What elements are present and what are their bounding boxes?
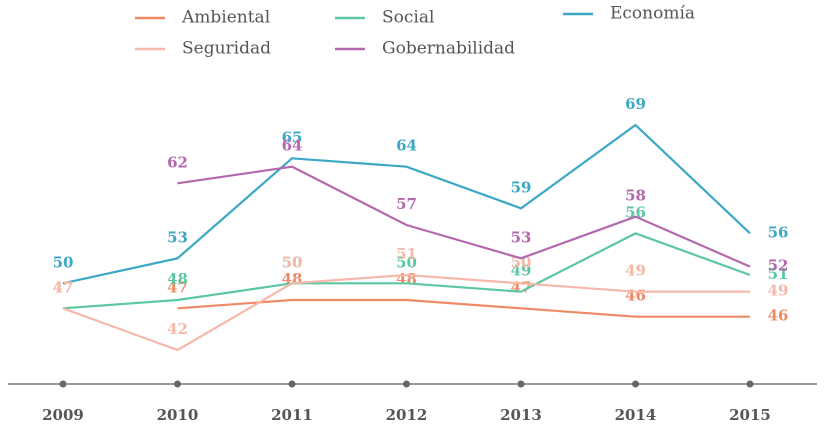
data-label: 62 [167,153,188,171]
x-tick-label: 2010 [157,406,199,424]
data-label: 50 [282,253,303,271]
data-label: 49 [768,282,789,300]
series-line [177,165,751,268]
legend-label: Seguridad [182,39,271,59]
data-label: 65 [282,128,303,146]
data-label: 46 [768,307,789,325]
data-label: 56 [768,223,789,241]
legend-label: Economía [610,4,695,24]
series-line [62,273,750,352]
data-label: 50 [282,253,303,271]
x-tick [174,380,181,388]
data-label: 56 [625,203,646,221]
x-tick [288,380,296,388]
legend-label: Ambiental [181,8,270,28]
x-tick-label: 2013 [500,406,542,424]
series-line [177,298,750,318]
data-label: 52 [768,257,789,275]
data-label: 57 [396,195,417,213]
data-label: 53 [511,228,532,246]
x-tick [403,380,410,388]
x-tick [517,380,525,388]
data-label: 51 [768,265,789,283]
x-tick-label: 2012 [386,406,428,424]
x-tick [746,380,754,388]
data-label: 64 [282,137,303,155]
x-tick-label: 2011 [271,406,313,424]
x-tick [59,380,67,388]
data-label: 64 [396,137,417,155]
data-label: 42 [167,320,188,338]
x-tick [632,380,639,388]
data-label: 50 [53,253,74,271]
data-label: 53 [167,228,188,246]
x-tick-label: 2009 [42,406,84,424]
data-label: 49 [511,262,532,280]
x-tick-label: 2014 [615,406,657,424]
data-label: 47 [167,278,188,296]
series-line [62,232,751,310]
data-label: 59 [511,178,532,196]
legend-label: Social [382,8,434,28]
data-label: 48 [396,270,417,288]
data-label: 47 [53,278,74,296]
data-label: 46 [625,287,646,305]
series-line [62,123,751,285]
data-label: 51 [396,245,417,263]
data-label: 48 [167,270,188,288]
data-label: 58 [625,187,646,205]
legend-label: Gobernabilidad [382,39,515,59]
x-tick-label: 2015 [729,406,771,424]
data-label: 49 [625,262,646,280]
data-label: 69 [625,95,646,113]
data-label: 50 [396,253,417,271]
